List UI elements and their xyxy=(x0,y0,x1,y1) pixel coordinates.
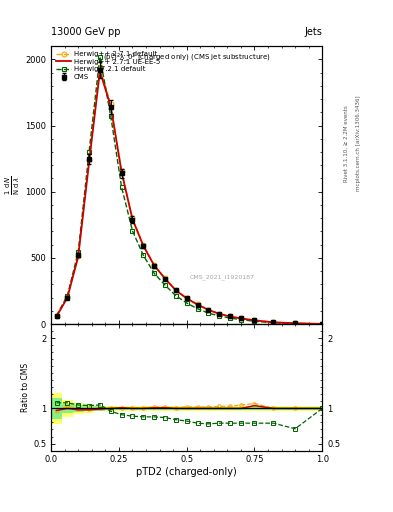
Herwig 7.2.1 default xyxy=(228,315,232,321)
Herwig++ 2.7.1 default xyxy=(173,287,178,293)
Y-axis label: Ratio to CMS: Ratio to CMS xyxy=(21,363,30,412)
Herwig++ 2.7.1 UE-EE-5 xyxy=(130,216,135,222)
Herwig++ 2.7.1 UE-EE-5 xyxy=(320,321,325,327)
Herwig++ 2.7.1 default xyxy=(87,157,92,163)
Herwig++ 2.7.1 default xyxy=(252,317,257,323)
Herwig 7.2.1 default xyxy=(76,249,81,255)
Herwig++ 2.7.1 default xyxy=(152,262,156,268)
Herwig++ 2.7.1 default xyxy=(206,307,211,313)
Herwig++ 2.7.1 UE-EE-5 xyxy=(293,320,298,326)
Herwig++ 2.7.1 UE-EE-5 xyxy=(54,313,59,319)
Line: Herwig++ 2.7.1 UE-EE-5: Herwig++ 2.7.1 UE-EE-5 xyxy=(57,71,322,324)
Text: mcplots.cern.ch [arXiv:1306.3436]: mcplots.cern.ch [arXiv:1306.3436] xyxy=(356,96,361,191)
Herwig++ 2.7.1 default xyxy=(184,295,189,301)
Herwig 7.2.1 default xyxy=(206,310,211,316)
Herwig++ 2.7.1 UE-EE-5 xyxy=(76,253,81,260)
Text: 13000 GeV pp: 13000 GeV pp xyxy=(51,27,121,37)
Herwig++ 2.7.1 UE-EE-5 xyxy=(65,294,70,301)
Herwig 7.2.1 default xyxy=(87,149,92,155)
Herwig 7.2.1 default xyxy=(320,321,325,327)
Herwig++ 2.7.1 UE-EE-5 xyxy=(239,315,243,322)
Herwig 7.2.1 default xyxy=(97,54,102,60)
Herwig 7.2.1 default xyxy=(119,184,124,190)
Herwig 7.2.1 default xyxy=(173,293,178,299)
Herwig++ 2.7.1 default xyxy=(271,319,276,326)
Herwig++ 2.7.1 UE-EE-5 xyxy=(195,302,200,308)
Line: Herwig 7.2.1 default: Herwig 7.2.1 default xyxy=(54,54,325,326)
Herwig++ 2.7.1 default xyxy=(65,294,70,300)
Herwig++ 2.7.1 UE-EE-5 xyxy=(271,319,276,326)
Herwig++ 2.7.1 UE-EE-5 xyxy=(163,275,167,282)
Line: Herwig++ 2.7.1 default: Herwig++ 2.7.1 default xyxy=(54,65,325,326)
Herwig++ 2.7.1 default xyxy=(54,313,59,319)
Legend: Herwig++ 2.7.1 default, Herwig++ 2.7.1 UE-EE-5, Herwig 7.2.1 default, CMS: Herwig++ 2.7.1 default, Herwig++ 2.7.1 U… xyxy=(55,50,162,81)
Herwig++ 2.7.1 default xyxy=(119,168,124,174)
Herwig++ 2.7.1 default xyxy=(108,101,113,108)
Herwig++ 2.7.1 default xyxy=(228,313,232,319)
Herwig 7.2.1 default xyxy=(271,319,276,326)
Herwig++ 2.7.1 UE-EE-5 xyxy=(152,262,156,268)
Herwig++ 2.7.1 UE-EE-5 xyxy=(217,311,222,317)
Herwig++ 2.7.1 UE-EE-5 xyxy=(252,317,257,324)
Herwig++ 2.7.1 UE-EE-5 xyxy=(108,103,113,110)
Herwig 7.2.1 default xyxy=(108,113,113,119)
Text: Rivet 3.1.10, ≥ 2.2M events: Rivet 3.1.10, ≥ 2.2M events xyxy=(344,105,349,182)
Herwig 7.2.1 default xyxy=(163,282,167,288)
Herwig++ 2.7.1 default xyxy=(217,310,222,316)
Herwig++ 2.7.1 default xyxy=(130,215,135,221)
Herwig++ 2.7.1 default xyxy=(76,253,81,259)
Herwig 7.2.1 default xyxy=(217,313,222,319)
Herwig++ 2.7.1 default xyxy=(97,64,102,70)
Herwig++ 2.7.1 UE-EE-5 xyxy=(173,287,178,293)
Herwig 7.2.1 default xyxy=(141,252,146,259)
Y-axis label: $\frac{1}{\mathrm{N}}\,\frac{\mathrm{d}N}{\mathrm{d}\,\lambda}$: $\frac{1}{\mathrm{N}}\,\frac{\mathrm{d}N… xyxy=(4,176,22,195)
Herwig++ 2.7.1 UE-EE-5 xyxy=(206,307,211,313)
Herwig 7.2.1 default xyxy=(65,293,70,299)
Herwig 7.2.1 default xyxy=(152,270,156,276)
Herwig++ 2.7.1 UE-EE-5 xyxy=(87,160,92,166)
Herwig++ 2.7.1 default xyxy=(141,242,146,248)
Herwig++ 2.7.1 default xyxy=(163,275,167,281)
Herwig++ 2.7.1 default xyxy=(293,320,298,326)
Herwig++ 2.7.1 default xyxy=(195,301,200,307)
Herwig 7.2.1 default xyxy=(54,312,59,318)
Herwig 7.2.1 default xyxy=(293,321,298,327)
Herwig++ 2.7.1 UE-EE-5 xyxy=(184,295,189,302)
X-axis label: pTD2 (charged-only): pTD2 (charged-only) xyxy=(136,467,237,477)
Herwig 7.2.1 default xyxy=(130,228,135,234)
Text: (p$_T^P$)$^2$λ_0$^2$ (charged only) (CMS jet substructure): (p$_T^P$)$^2$λ_0$^2$ (charged only) (CMS… xyxy=(103,52,270,65)
Text: CMS_2021_I1920187: CMS_2021_I1920187 xyxy=(189,274,254,280)
Herwig++ 2.7.1 default xyxy=(239,315,243,321)
Herwig 7.2.1 default xyxy=(195,306,200,312)
Herwig 7.2.1 default xyxy=(184,300,189,306)
Herwig 7.2.1 default xyxy=(239,316,243,323)
Herwig 7.2.1 default xyxy=(252,318,257,324)
Text: Jets: Jets xyxy=(305,27,322,37)
Herwig++ 2.7.1 default xyxy=(320,321,325,327)
Herwig++ 2.7.1 UE-EE-5 xyxy=(97,68,102,74)
Herwig++ 2.7.1 UE-EE-5 xyxy=(141,243,146,249)
Herwig++ 2.7.1 UE-EE-5 xyxy=(228,313,232,319)
Herwig++ 2.7.1 UE-EE-5 xyxy=(119,169,124,175)
